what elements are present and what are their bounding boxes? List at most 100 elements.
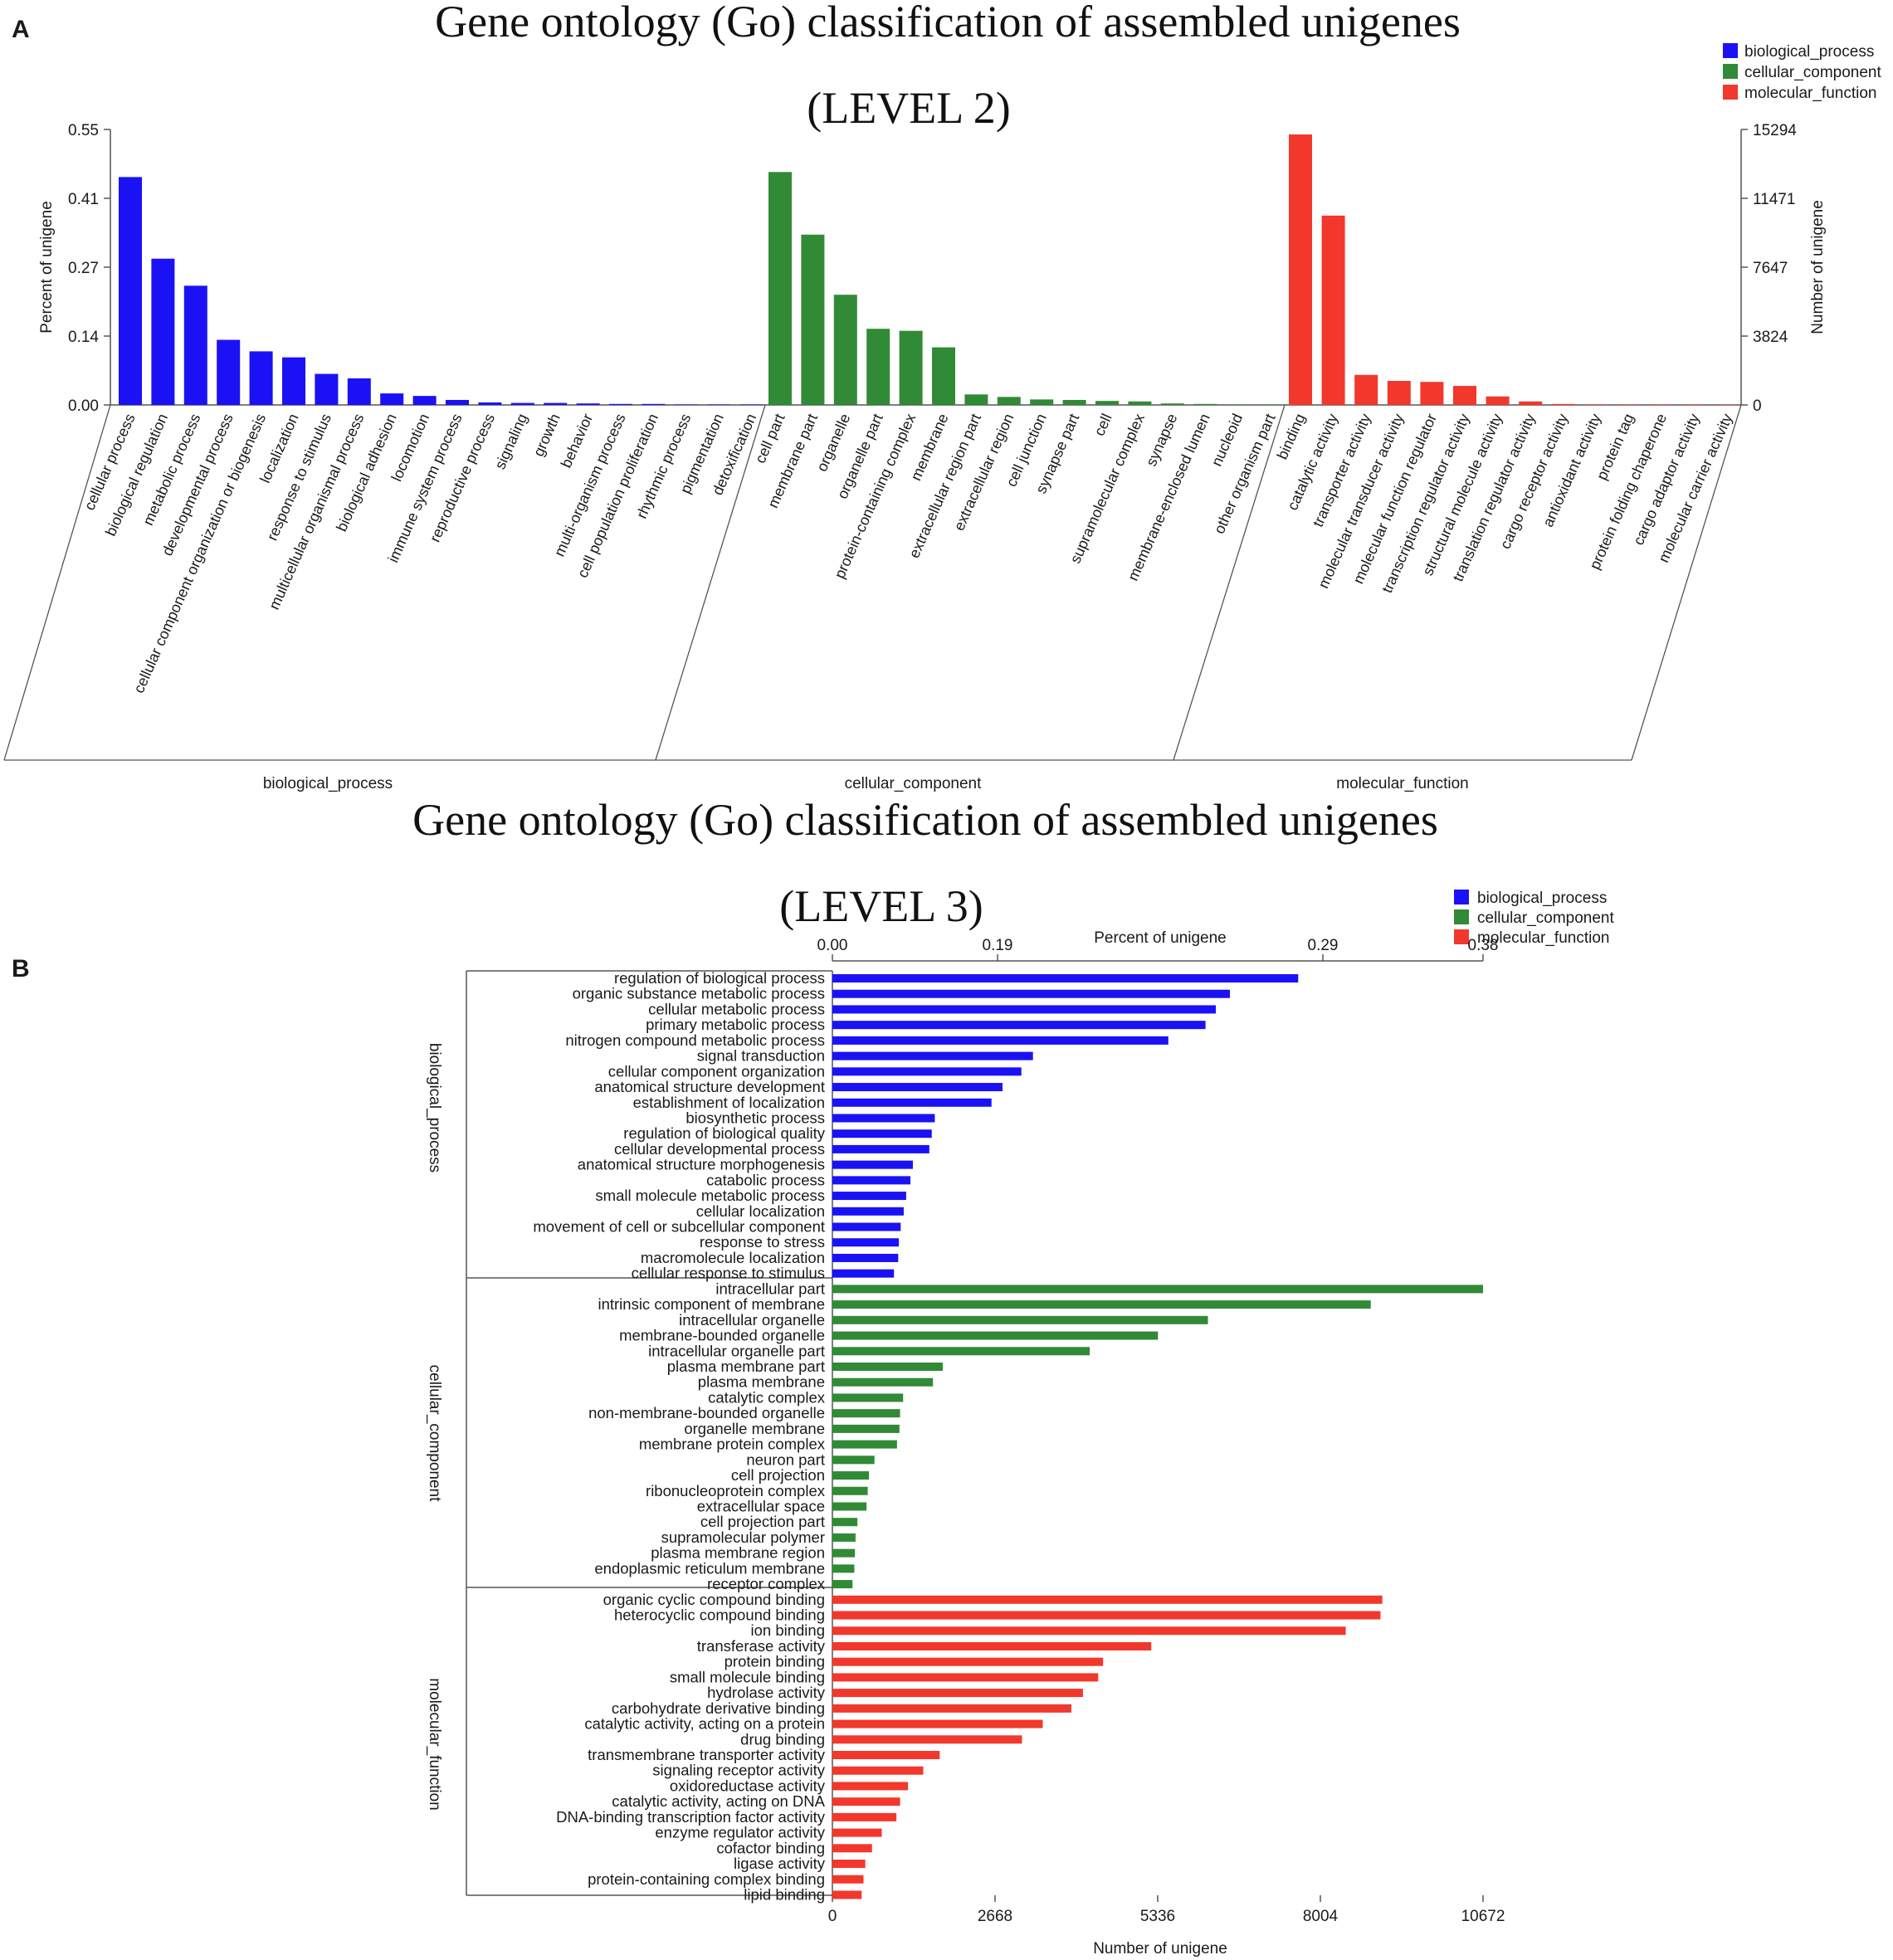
bar-molecular-carrier-activity xyxy=(1715,404,1739,405)
panel-b-x-tick-label: 5336 xyxy=(1140,1908,1175,1925)
bar-anatomical-structure-development xyxy=(832,1083,1003,1092)
category-label-transferase-activity: transferase activity xyxy=(697,1637,826,1655)
category-label-ligase-activity: ligase activity xyxy=(734,1855,826,1872)
bar-catalytic-activity-acting-on-a-protein xyxy=(832,1719,1043,1728)
panel-a-y-tick-label: 0.00 xyxy=(68,397,99,415)
legend-swatch-cellular-component xyxy=(1454,909,1469,924)
panel-a-y2-tick-label: 3824 xyxy=(1753,329,1788,346)
bar-catalytic-activity xyxy=(1321,215,1345,405)
bar-cargo-receptor-activity xyxy=(1551,403,1575,405)
bar-developmental-process xyxy=(217,339,241,405)
bar-primary-metabolic-process xyxy=(832,1021,1206,1030)
bar-structural-molecule-activity xyxy=(1486,396,1510,405)
bar-organelle-membrane xyxy=(832,1424,900,1433)
panel-a-title-line1: Gene ontology (Go) classification of ass… xyxy=(435,0,1461,46)
bar-neuron-part xyxy=(832,1455,875,1465)
panel-b-top-axis-title: Percent of unigene xyxy=(1094,929,1227,947)
bar-protein-binding xyxy=(832,1657,1104,1666)
category-label-small-molecule-metabolic-process: small molecule metabolic process xyxy=(595,1187,825,1204)
bar-cellular-developmental-process xyxy=(832,1144,929,1153)
bar-macromolecule-localization xyxy=(832,1253,899,1262)
category-label-cell-projection-part: cell projection part xyxy=(700,1513,825,1530)
category-label-intracellular-organelle: intracellular organelle xyxy=(679,1311,825,1329)
category-label-organelle-membrane: organelle membrane xyxy=(684,1420,825,1437)
bar-growth xyxy=(544,402,568,405)
bar-cellular-component-organization-or-biogenesis xyxy=(249,351,273,405)
category-label-signaling: signaling xyxy=(491,411,530,471)
category-label-supramolecular-polymer: supramolecular polymer xyxy=(661,1529,825,1546)
panel-b-x2-tick-label: 0.00 xyxy=(817,937,848,954)
legend-swatch-biological-process xyxy=(1454,890,1469,904)
category-label-protein-binding: protein binding xyxy=(725,1653,825,1670)
category-label-organic-substance-metabolic-process: organic substance metabolic process xyxy=(573,985,825,1002)
category-label-cofactor-binding: cofactor binding xyxy=(716,1839,825,1856)
category-label-signaling-receptor-activity: signaling receptor activity xyxy=(652,1762,825,1779)
bar-supramolecular-polymer xyxy=(832,1533,856,1542)
category-label-membrane-protein-complex: membrane protein complex xyxy=(639,1436,826,1453)
category-label-endoplasmic-reticulum-membrane: endoplasmic reticulum membrane xyxy=(594,1559,825,1577)
bar-biosynthetic-process xyxy=(832,1114,935,1123)
bar-anatomical-structure-morphogenesis xyxy=(832,1160,913,1169)
category-label-membrane-bounded-organelle: membrane-bounded organelle xyxy=(619,1327,825,1344)
category-label-anatomical-structure-morphogenesis: anatomical structure morphogenesis xyxy=(578,1156,825,1173)
category-label-intracellular-part: intracellular part xyxy=(715,1280,825,1297)
bar-plasma-membrane xyxy=(832,1377,934,1387)
bar-intrinsic-component-of-membrane xyxy=(832,1300,1371,1309)
panel-a-group-label-biological-process: biological_process xyxy=(263,775,393,792)
category-label-cellular-developmental-process: cellular developmental process xyxy=(614,1140,825,1158)
bar-multi-organism-process xyxy=(609,403,632,405)
category-label-transmembrane-transporter-activity: transmembrane transporter activity xyxy=(588,1746,826,1763)
panel-a-title-line2: (LEVEL 2) xyxy=(807,83,1010,133)
bar-drug-binding xyxy=(832,1735,1022,1744)
bar-detoxification xyxy=(739,404,764,405)
panel-b-group-label-biological-process: biological_process xyxy=(426,1043,443,1173)
category-label-establishment-of-localization: establishment of localization xyxy=(633,1094,825,1111)
bar-response-to-stress xyxy=(832,1238,900,1247)
bar-receptor-complex xyxy=(832,1580,853,1589)
bar-non-membrane-bounded-organelle xyxy=(832,1409,900,1418)
panel-a-y-tick-label: 0.14 xyxy=(68,329,99,346)
panel-b-title-line1: Gene ontology (Go) classification of ass… xyxy=(412,795,1438,845)
category-label-catalytic-activity-acting-on-dna: catalytic activity, acting on DNA xyxy=(612,1792,825,1810)
category-label-nitrogen-compound-metabolic-process: nitrogen compound metabolic process xyxy=(565,1031,825,1049)
bar-molecular-function-regulator xyxy=(1420,382,1444,405)
category-label-hydrolase-activity: hydrolase activity xyxy=(707,1684,826,1701)
legend-swatch-molecular-function xyxy=(1723,85,1738,100)
category-label-intracellular-organelle-part: intracellular organelle part xyxy=(648,1342,825,1359)
bar-locomotion xyxy=(412,396,437,405)
category-label-cellular-metabolic-process: cellular metabolic process xyxy=(648,1000,825,1017)
panel-a-group-divider xyxy=(655,404,766,761)
bar-catalytic-activity-acting-on-dna xyxy=(832,1797,900,1806)
bar-intracellular-organelle xyxy=(832,1315,1208,1324)
bar-response-to-stimulus xyxy=(315,373,339,405)
bar-cellular-component-organization xyxy=(832,1067,1022,1076)
panel-a-legend: biological_process cellular_component mo… xyxy=(1723,43,1881,102)
category-label-intrinsic-component-of-membrane: intrinsic component of membrane xyxy=(598,1295,825,1313)
legend-label-biological-process: biological_process xyxy=(1744,43,1874,61)
category-label-primary-metabolic-process: primary metabolic process xyxy=(646,1016,825,1033)
panel-a-level2-chart: A Gene ontology (Go) classification of a… xyxy=(3,0,1881,792)
bar-localization xyxy=(282,357,305,405)
bar-heterocyclic-compound-binding xyxy=(832,1611,1381,1620)
bar-signaling xyxy=(510,402,534,405)
bar-cell-population-proliferation xyxy=(642,403,666,405)
panel-b-x-tick-label: 0 xyxy=(828,1908,837,1925)
bar-antioxidant-activity xyxy=(1584,404,1608,405)
category-label-catabolic-process: catabolic process xyxy=(706,1171,825,1188)
category-label-enzyme-regulator-activity: enzyme regulator activity xyxy=(655,1824,825,1841)
bar-regulation-of-biological-quality xyxy=(832,1129,932,1138)
panel-a-y2-tick-label: 0 xyxy=(1753,397,1762,415)
legend-swatch-cellular-component xyxy=(1723,64,1738,79)
panel-b-x-tick-label: 2668 xyxy=(978,1908,1012,1925)
bar-cargo-adaptor-activity xyxy=(1683,404,1707,405)
category-label-nucleoid: nucleoid xyxy=(1208,411,1247,468)
bar-cell-part xyxy=(768,172,792,406)
bar-rhythmic-process xyxy=(674,404,698,405)
panel-a-group-label-molecular-function: molecular_function xyxy=(1336,775,1468,792)
bar-reproductive-process xyxy=(478,402,502,405)
bar-cell-junction xyxy=(1030,399,1054,405)
bar-establishment-of-localization xyxy=(832,1098,992,1107)
bar-carbohydrate-derivative-binding xyxy=(832,1704,1071,1713)
bar-cofactor-binding xyxy=(832,1844,872,1853)
